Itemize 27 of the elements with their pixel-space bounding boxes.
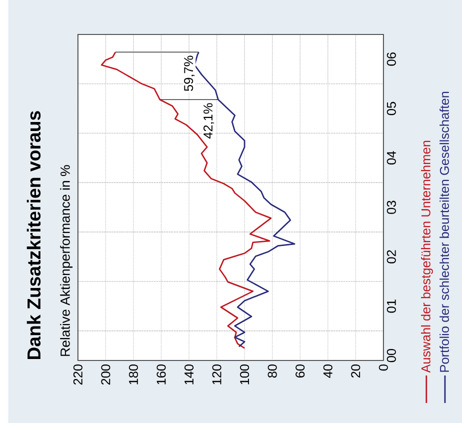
- text: Portfolio der schlechter beurteilten Gesellschaften: [440, 92, 449, 372]
- text: Relative Aktienperformance in %: [60, 164, 72, 356]
- x-tick-label: 220: [73, 364, 82, 384]
- y-tick-label: 00: [386, 348, 396, 362]
- annotation: 42,1%: [203, 103, 214, 138]
- x-tick-label: 60: [296, 364, 305, 378]
- x-tick-label: 0: [378, 364, 388, 370]
- x-tick-label: 20: [351, 364, 360, 378]
- line-series: [194, 51, 296, 348]
- text: Auswahl der bestgeführten Unternehmen: [421, 140, 433, 373]
- annotation: 59,7%: [184, 56, 195, 91]
- y-tick-label: 05: [386, 102, 396, 115]
- text: Dank Zusatzkriterien voraus: [26, 110, 41, 359]
- x-tick-label: 100: [240, 364, 250, 384]
- line-series: [100, 51, 272, 349]
- x-tick-label: 80: [268, 364, 277, 378]
- y-tick-label: 02: [386, 250, 396, 264]
- y-tick-label: 01: [386, 299, 396, 313]
- x-tick-label: 200: [101, 364, 110, 384]
- x-tick-label: 160: [156, 364, 166, 384]
- y-tick-label: 06: [386, 52, 396, 66]
- y-tick-label: 03: [386, 200, 396, 214]
- y-tick-label: 04: [386, 151, 396, 164]
- x-tick-label: 180: [128, 364, 138, 384]
- x-tick-label: 140: [184, 364, 194, 384]
- x-tick-label: 40: [323, 364, 332, 378]
- x-tick-label: 120: [212, 364, 222, 384]
